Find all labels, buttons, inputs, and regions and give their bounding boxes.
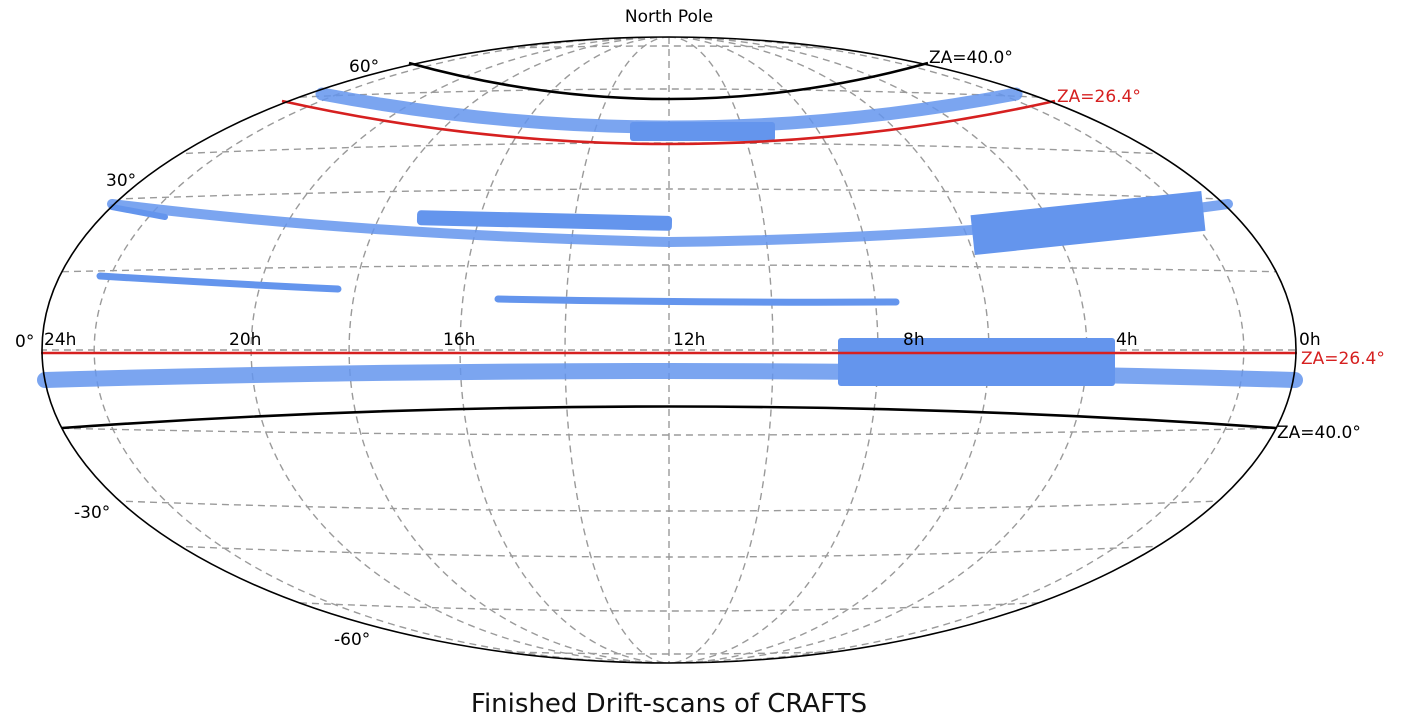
dec-label-m30: -30° xyxy=(74,503,110,523)
za-label-north-inner: ZA=26.4° xyxy=(1057,87,1141,107)
map-boundary xyxy=(41,36,1297,664)
ra-label-24h: 24h xyxy=(44,330,76,350)
meridian-20h xyxy=(250,37,670,663)
parallel-60 xyxy=(239,88,1099,101)
dec-label-30: 30° xyxy=(106,171,136,191)
dec-label-m60: -60° xyxy=(334,630,370,650)
za-north-outer-line xyxy=(408,61,929,101)
scan-block-equator xyxy=(838,338,1115,386)
scan-block-north xyxy=(630,122,775,141)
drift-scans xyxy=(37,87,1303,388)
meridian-22h xyxy=(93,37,670,663)
meridian-2h xyxy=(668,37,1245,663)
ra-label-8h: 8h xyxy=(903,330,925,350)
meridian-18h xyxy=(348,37,670,663)
scan-block-30-mid xyxy=(416,210,673,231)
ra-label-12h: 12h xyxy=(673,330,705,350)
scan-band-15 xyxy=(494,295,900,306)
meridian-14h xyxy=(564,37,670,663)
parallel-15 xyxy=(49,264,1289,273)
scan-block-30-east xyxy=(970,190,1206,256)
ra-label-16h: 16h xyxy=(443,330,475,350)
scan-band-20 xyxy=(96,272,342,293)
parallel-m60 xyxy=(239,599,1099,612)
ra-label-20h: 20h xyxy=(229,330,261,350)
za-south-outer-line xyxy=(61,405,1277,430)
za-lines xyxy=(41,61,1297,430)
za-label-south-inner: ZA=26.4° xyxy=(1301,349,1385,369)
meridian-10h xyxy=(668,37,774,663)
za-north-inner-line xyxy=(281,99,1056,146)
north-pole-label: North Pole xyxy=(625,7,713,27)
meridian-16h xyxy=(459,37,670,663)
ra-label-4h: 4h xyxy=(1116,330,1138,350)
parallel-m15 xyxy=(49,427,1289,436)
ra-label-0h: 0h xyxy=(1299,330,1321,350)
parallel-30 xyxy=(89,188,1249,201)
scan-segment-30-left xyxy=(109,204,168,220)
za-label-south-outer: ZA=40.0° xyxy=(1277,423,1361,443)
figure-title: Finished Drift-scans of CRAFTS xyxy=(471,689,867,719)
dec-label-0: 0° xyxy=(15,332,34,352)
dec-label-60: 60° xyxy=(349,57,379,77)
za-label-north-outer: ZA=40.0° xyxy=(929,48,1013,68)
